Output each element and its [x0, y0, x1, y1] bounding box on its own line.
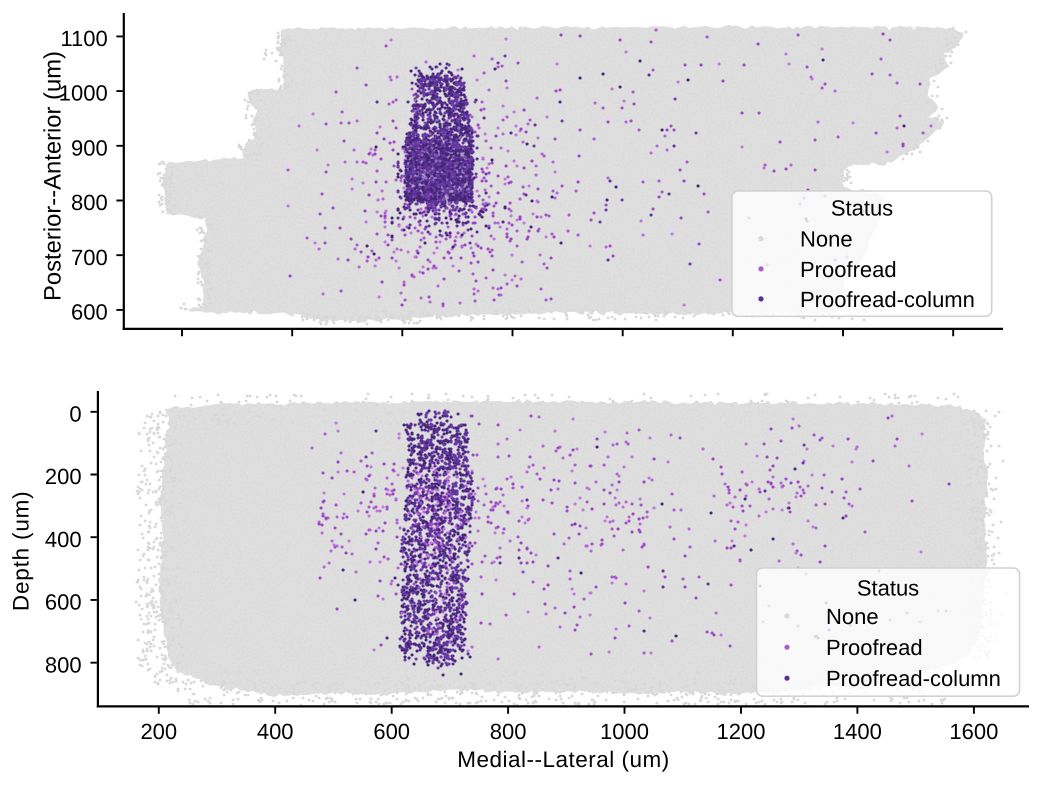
svg-text:900: 900 [71, 135, 108, 160]
svg-text:1100: 1100 [60, 26, 107, 51]
svg-text:Proofread: Proofread [800, 257, 897, 282]
svg-text:0: 0 [69, 401, 81, 426]
svg-text:600: 600 [373, 719, 410, 744]
svg-text:400: 400 [257, 719, 294, 744]
svg-text:Proofread: Proofread [826, 635, 923, 660]
svg-text:200: 200 [140, 719, 177, 744]
svg-text:Proofread-column: Proofread-column [800, 287, 975, 312]
svg-text:700: 700 [71, 245, 108, 270]
svg-text:Depth (um): Depth (um) [9, 491, 34, 612]
svg-text:Status: Status [831, 196, 893, 221]
svg-text:800: 800 [45, 652, 82, 677]
svg-text:800: 800 [71, 190, 108, 215]
svg-text:600: 600 [45, 590, 82, 615]
svg-text:1600: 1600 [949, 719, 998, 744]
svg-text:Medial--Lateral (um): Medial--Lateral (um) [457, 747, 670, 772]
svg-text:None: None [800, 227, 853, 252]
svg-text:400: 400 [45, 527, 82, 552]
svg-text:1200: 1200 [717, 719, 766, 744]
svg-text:1000: 1000 [600, 719, 649, 744]
svg-text:800: 800 [490, 719, 527, 744]
svg-text:600: 600 [71, 300, 108, 325]
svg-text:1000: 1000 [59, 81, 108, 106]
svg-text:Posterior--Anterior (um): Posterior--Anterior (um) [40, 51, 67, 301]
svg-text:None: None [826, 604, 879, 629]
svg-text:Proofread-column: Proofread-column [826, 666, 1001, 691]
svg-text:Status: Status [857, 576, 919, 601]
svg-text:1400: 1400 [833, 719, 882, 744]
svg-text:200: 200 [45, 464, 82, 489]
